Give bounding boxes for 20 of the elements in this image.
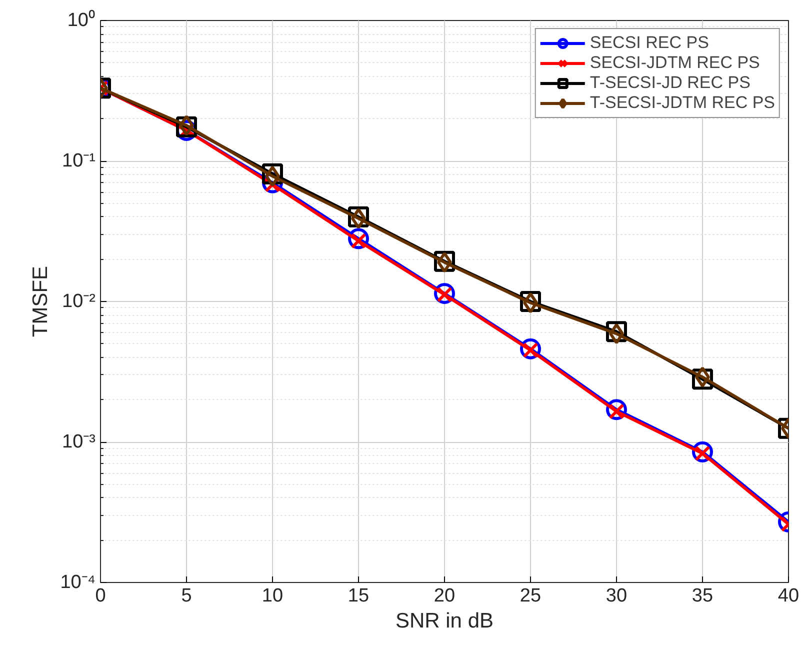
x-tick-label: 40	[778, 586, 800, 606]
y-tick-label: 10⁰	[67, 9, 96, 31]
legend-label: T-SECSI-JDTM REC PS	[590, 93, 775, 113]
y-tick-label: 10⁻³	[62, 432, 96, 452]
y-tick-label: 10⁻²	[62, 291, 96, 312]
legend-label: SECSI REC PS	[590, 33, 709, 53]
x-tick-label: 0	[95, 586, 106, 606]
x-tick-label: 30	[606, 586, 628, 606]
legend-label: T-SECSI-JD REC PS	[590, 73, 750, 93]
x-tick-label: 15	[348, 586, 370, 606]
legend-label: SECSI-JDTM REC PS	[590, 53, 760, 73]
y-tick-label: 10⁻¹	[62, 150, 96, 172]
x-axis-title: SNR in dB	[395, 610, 494, 632]
x-tick-label: 10	[262, 586, 284, 606]
x-tick-label: 25	[520, 586, 542, 606]
y-axis-title: TMSFE	[29, 266, 52, 338]
x-tick-label: 5	[181, 586, 192, 606]
x-tick-label: 20	[434, 586, 456, 606]
y-tick-label: 10⁻⁴	[60, 572, 96, 593]
x-tick-label: 35	[692, 586, 714, 606]
